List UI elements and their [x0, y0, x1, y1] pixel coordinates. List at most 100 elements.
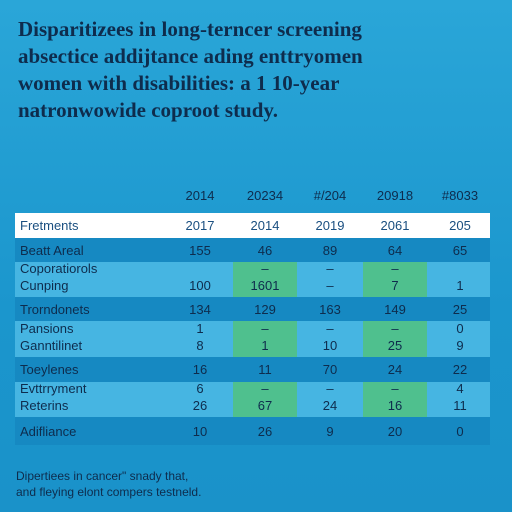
cell-line: 1 [456, 278, 464, 293]
table-cell: – 67 [233, 381, 297, 417]
cell-line: 25 [452, 301, 468, 317]
cell-line: – [261, 321, 269, 336]
table-cell: – 1601 [233, 261, 297, 297]
cell-line: 11 [453, 398, 467, 413]
cell-line: – [326, 278, 334, 293]
cell-line: 16 [192, 362, 208, 377]
cell-line: 7 [391, 278, 399, 293]
cell-line: 22 [452, 362, 468, 377]
cell-line: 134 [189, 301, 211, 317]
year-label: 20234 [246, 188, 284, 203]
year-label: #/204 [313, 188, 347, 203]
row-label: Pansions Ganntilinet [20, 321, 180, 357]
table-row: Trorndonets 134 129 163 149 25 [15, 297, 490, 321]
table-cell: 155 [168, 238, 232, 262]
table-cell: 89 [298, 238, 362, 262]
title: Disparitizees in long-terncer screening a… [18, 16, 498, 124]
highlight [363, 321, 427, 357]
highlight [233, 262, 297, 297]
label-line: Fretments [20, 218, 79, 233]
cell-line: 2019 [315, 218, 345, 233]
table-cell: 20 [363, 417, 427, 445]
table-row: Fretments 2017 2014 2019 2061 205 [15, 213, 490, 238]
cell-line: – [261, 381, 269, 396]
cell-line: – [261, 261, 269, 276]
cell-line: 0 [456, 423, 464, 439]
highlight [363, 382, 427, 417]
title-line: Disparitizees in long-terncer screening [18, 17, 362, 41]
table-cell: 24 [363, 357, 427, 382]
table-cell: 2019 [298, 213, 362, 238]
year-label: 2014 [185, 188, 215, 203]
label-line: Evttrryment [20, 381, 87, 396]
cell-line: – [391, 321, 399, 336]
row-label: Toeylenes [20, 357, 180, 382]
table-cell: 134 [168, 297, 232, 321]
table-cell: – 16 [363, 381, 427, 417]
table-cell: 6 26 [168, 381, 232, 417]
cell-line: 100 [189, 278, 211, 293]
label-line: Ganntilinet [20, 338, 83, 353]
cell-line: 4 [456, 381, 464, 396]
label-line: Toeylenes [20, 362, 79, 377]
footnote-line: and fleying elont compers testneld. [16, 485, 202, 499]
table-cell: 149 [363, 297, 427, 321]
cell-line: 11 [258, 362, 272, 377]
table-cell: 2061 [363, 213, 427, 238]
cell-line: 205 [449, 218, 471, 233]
table-cell: 26 [233, 417, 297, 445]
table-cell: 10 [168, 417, 232, 445]
table-row: Beatt Areal 155 46 89 64 65 [15, 238, 490, 262]
table-cell: 25 [428, 297, 492, 321]
cell-line: 24 [322, 398, 338, 413]
table-cell: 2014 [233, 213, 297, 238]
cell-line: 1601 [250, 278, 280, 293]
cell-line: 16 [387, 398, 403, 413]
row-label: Beatt Areal [20, 238, 180, 262]
cell-line: – [391, 381, 399, 396]
cell-line: 129 [254, 301, 276, 317]
table-cell: –1 [233, 321, 297, 357]
row-label: Evttrryment Reterins [20, 381, 180, 417]
cell-line: – [391, 261, 399, 276]
year-label: 20918 [376, 188, 414, 203]
title-line: natronwowide coproot study. [18, 98, 279, 122]
cell-line: 1 [196, 321, 204, 336]
row-label: Fretments [20, 213, 180, 238]
table-cell: – 24 [298, 381, 362, 417]
cell-line: 163 [319, 301, 341, 317]
label-line: Reterins [20, 398, 69, 413]
table-cell: 0 [428, 417, 492, 445]
table-cell: – 25 [363, 321, 427, 357]
table-cell: 65 [428, 238, 492, 262]
cell-line: 9 [456, 338, 464, 353]
cell-line: 10 [192, 423, 208, 439]
cell-line: 25 [387, 338, 403, 353]
cell-line: 64 [387, 242, 403, 258]
highlight [233, 382, 297, 417]
cell-line: 149 [384, 301, 406, 317]
table-row: Adifliance 10 26 9 20 0 [15, 417, 490, 445]
label-line: Cunping [20, 278, 69, 293]
table-cell: 16 [168, 357, 232, 382]
table-cell: 2017 [168, 213, 232, 238]
cell-line: 24 [387, 362, 403, 377]
cell-line: 46 [257, 242, 273, 258]
label-line: Pansions [20, 321, 74, 336]
table-cell: 1 [428, 262, 492, 297]
table-cell: 64 [363, 238, 427, 262]
cell-line: 26 [192, 398, 208, 413]
table-row: Coporatiorols Cunping 100–1601– – –7 1 [15, 261, 492, 297]
cell-line: 10 [322, 338, 338, 353]
cell-line: 8 [196, 338, 204, 353]
row-label: Coporatiorols Cunping [20, 261, 180, 297]
cell-line: 9 [326, 423, 334, 439]
table-cell: 70 [298, 357, 362, 382]
footnote-line: Dipertiees in cancer" snady that, [16, 469, 189, 483]
cell-line: 89 [322, 242, 338, 258]
year-label: #8033 [441, 188, 479, 203]
cell-line: 2017 [185, 218, 215, 233]
